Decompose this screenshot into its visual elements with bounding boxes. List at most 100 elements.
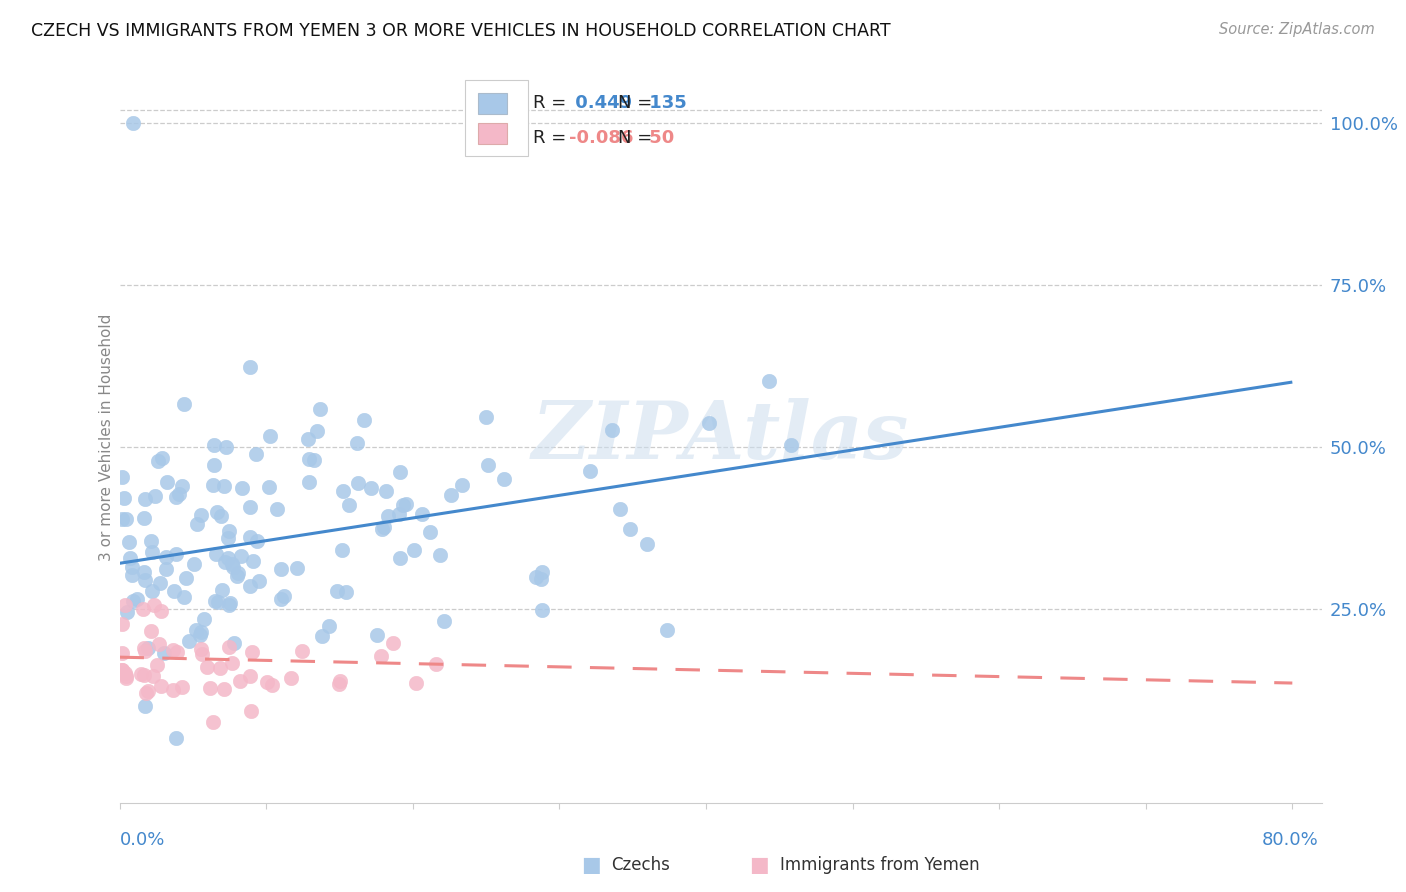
Point: [273, 589, 295, 603]
Point: [360, 481, 382, 495]
Point: [579, 464, 602, 478]
Point: [207, 595, 229, 609]
Point: [697, 416, 720, 430]
Point: [166, 645, 188, 659]
Point: [392, 498, 415, 512]
Point: [366, 628, 388, 642]
Point: [280, 671, 302, 685]
Point: [141, 545, 163, 559]
Point: [600, 423, 623, 437]
Point: [202, 714, 225, 729]
Point: [221, 656, 243, 670]
Text: 50: 50: [643, 129, 675, 147]
Point: [111, 665, 134, 680]
Point: [475, 409, 498, 424]
Text: ■: ■: [581, 855, 600, 875]
Point: [492, 472, 515, 486]
Point: [165, 731, 187, 745]
Text: ZIPAtlas: ZIPAtlas: [531, 399, 910, 475]
Point: [134, 511, 156, 525]
Point: [122, 116, 145, 130]
Point: [222, 559, 245, 574]
Point: [221, 557, 243, 571]
Point: [193, 612, 215, 626]
Text: CZECH VS IMMIGRANTS FROM YEMEN 3 OR MORE VEHICLES IN HOUSEHOLD CORRELATION CHART: CZECH VS IMMIGRANTS FROM YEMEN 3 OR MORE…: [31, 22, 890, 40]
Point: [231, 482, 253, 496]
Point: [148, 454, 170, 468]
Point: [226, 566, 249, 581]
Point: [318, 618, 340, 632]
Point: [636, 537, 658, 551]
Point: [202, 478, 225, 492]
Point: [149, 575, 172, 590]
Point: [121, 559, 143, 574]
Point: [655, 624, 678, 638]
Point: [149, 604, 172, 618]
Point: [388, 508, 411, 522]
Point: [371, 522, 394, 536]
Point: [217, 531, 239, 545]
Point: [190, 508, 212, 522]
Point: [440, 488, 463, 502]
Point: [450, 478, 472, 492]
Point: [163, 584, 186, 599]
Y-axis label: 3 or more Vehicles in Household: 3 or more Vehicles in Household: [98, 313, 114, 561]
Point: [134, 699, 156, 714]
Point: [262, 678, 284, 692]
Point: [222, 636, 245, 650]
Text: -0.086: -0.086: [568, 129, 633, 147]
Point: [150, 450, 173, 465]
Point: [308, 401, 330, 416]
Point: [311, 629, 333, 643]
Point: [186, 517, 208, 532]
Point: [143, 598, 166, 612]
Point: [758, 374, 780, 388]
Point: [246, 533, 269, 548]
Text: R =: R =: [533, 94, 567, 112]
Point: [411, 507, 433, 521]
Point: [370, 649, 392, 664]
Point: [111, 646, 134, 660]
Point: [404, 542, 426, 557]
Point: [111, 664, 134, 678]
Point: [257, 480, 280, 494]
Point: [432, 614, 454, 628]
Point: [114, 666, 136, 681]
Point: [388, 466, 411, 480]
Text: N =: N =: [617, 94, 652, 112]
Point: [162, 682, 184, 697]
Point: [259, 428, 281, 442]
Point: [245, 447, 267, 461]
Point: [121, 568, 143, 582]
Point: [238, 579, 260, 593]
Point: [134, 492, 156, 507]
Point: [524, 570, 547, 584]
Point: [205, 547, 228, 561]
Point: [326, 584, 349, 599]
Point: [174, 570, 197, 584]
Point: [429, 548, 451, 562]
Point: [239, 704, 262, 718]
Text: Immigrants from Yemen: Immigrants from Yemen: [780, 856, 980, 874]
Point: [134, 668, 156, 682]
Point: [136, 684, 159, 698]
Point: [190, 625, 212, 640]
Point: [328, 677, 350, 691]
Point: [530, 572, 553, 586]
Point: [198, 681, 221, 695]
Point: [346, 436, 368, 450]
Point: [156, 475, 179, 490]
Point: [183, 557, 205, 571]
Point: [173, 396, 195, 410]
Point: [125, 591, 148, 606]
Point: [208, 661, 231, 675]
Point: [298, 452, 321, 467]
Point: [266, 501, 288, 516]
Point: [115, 605, 138, 619]
Point: [150, 679, 173, 693]
Point: [162, 643, 184, 657]
Point: [132, 565, 155, 579]
Point: [134, 574, 156, 588]
Point: [143, 489, 166, 503]
Point: [239, 360, 262, 375]
